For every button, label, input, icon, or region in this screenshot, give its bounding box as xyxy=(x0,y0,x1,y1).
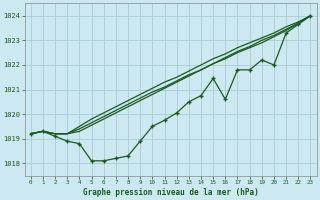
X-axis label: Graphe pression niveau de la mer (hPa): Graphe pression niveau de la mer (hPa) xyxy=(83,188,259,197)
